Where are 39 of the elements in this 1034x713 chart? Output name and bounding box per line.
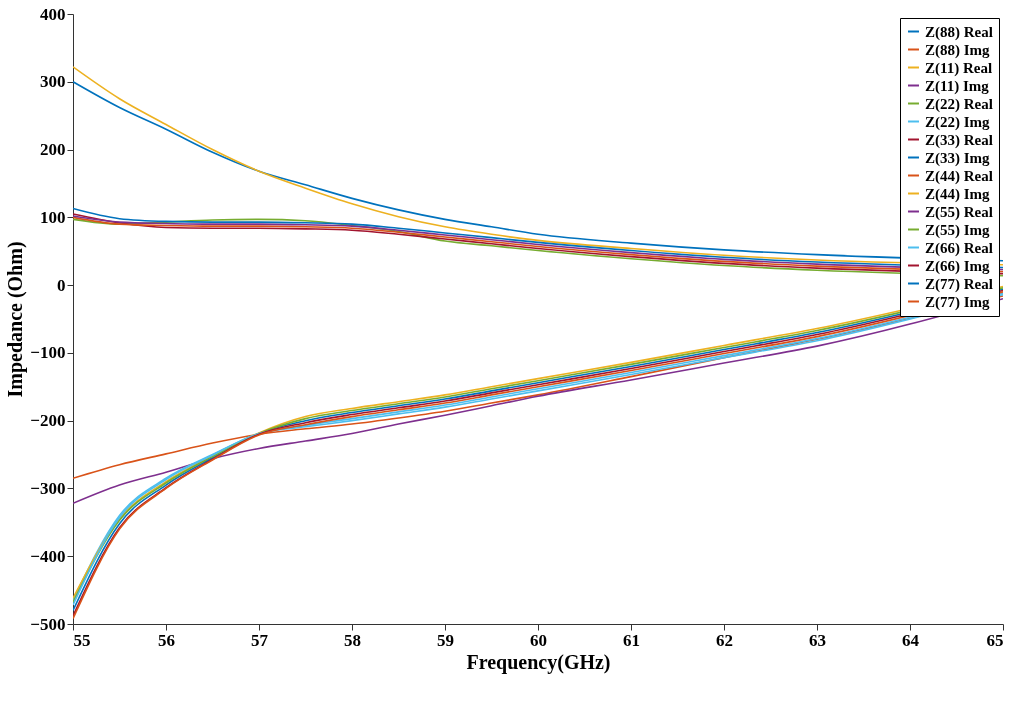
legend-label: Z(66) Real bbox=[925, 239, 993, 257]
legend-label: Z(33) Img bbox=[925, 149, 991, 167]
legend-label: Z(44) Img bbox=[925, 185, 991, 203]
x-tick-label: 60 bbox=[530, 630, 547, 650]
x-tick-label: 65 bbox=[986, 630, 1004, 650]
y-tick-label: −200 bbox=[30, 411, 66, 431]
y-tick-label: −400 bbox=[30, 546, 66, 566]
x-tick-label: 55 bbox=[73, 630, 91, 650]
y-tick-label: −500 bbox=[30, 614, 66, 634]
x-tick-label: 63 bbox=[809, 630, 826, 650]
legend-label: Z(77) Img bbox=[925, 293, 991, 311]
legend-label: Z(66) Img bbox=[925, 257, 991, 275]
x-axis-title: Frequency(GHz) bbox=[466, 650, 611, 674]
y-tick-label: 100 bbox=[40, 207, 66, 227]
x-tick-label: 61 bbox=[623, 630, 640, 650]
legend-label: Z(44) Real bbox=[925, 167, 993, 185]
y-tick-label: 200 bbox=[40, 140, 66, 160]
legend-label: Z(22) Real bbox=[925, 95, 993, 113]
y-tick-label: 0 bbox=[57, 275, 66, 295]
x-tick-label: 57 bbox=[251, 630, 269, 650]
y-axis-title: Impedance (Ohm) bbox=[4, 241, 28, 398]
legend-label: Z(88) Real bbox=[925, 23, 993, 41]
legend-label: Z(33) Real bbox=[925, 131, 993, 149]
legend-label: Z(22) Img bbox=[925, 113, 991, 131]
y-tick-label: 300 bbox=[40, 72, 66, 92]
legend-label: Z(11) Real bbox=[925, 59, 993, 77]
legend-label: Z(55) Real bbox=[925, 203, 993, 221]
legend-label: Z(77) Real bbox=[925, 275, 993, 293]
y-tick-label: 400 bbox=[40, 4, 66, 24]
y-tick-label: −100 bbox=[30, 343, 66, 363]
legend-label: Z(11) Img bbox=[925, 77, 990, 95]
x-tick-label: 62 bbox=[716, 630, 733, 650]
x-tick-label: 56 bbox=[158, 630, 175, 650]
x-tick-label: 64 bbox=[902, 630, 920, 650]
legend-label: Z(55) Img bbox=[925, 221, 991, 239]
y-tick-label: −300 bbox=[30, 478, 66, 498]
x-tick-label: 59 bbox=[437, 630, 454, 650]
legend-label: Z(88) Img bbox=[925, 41, 991, 59]
x-tick-label: 58 bbox=[344, 630, 361, 650]
